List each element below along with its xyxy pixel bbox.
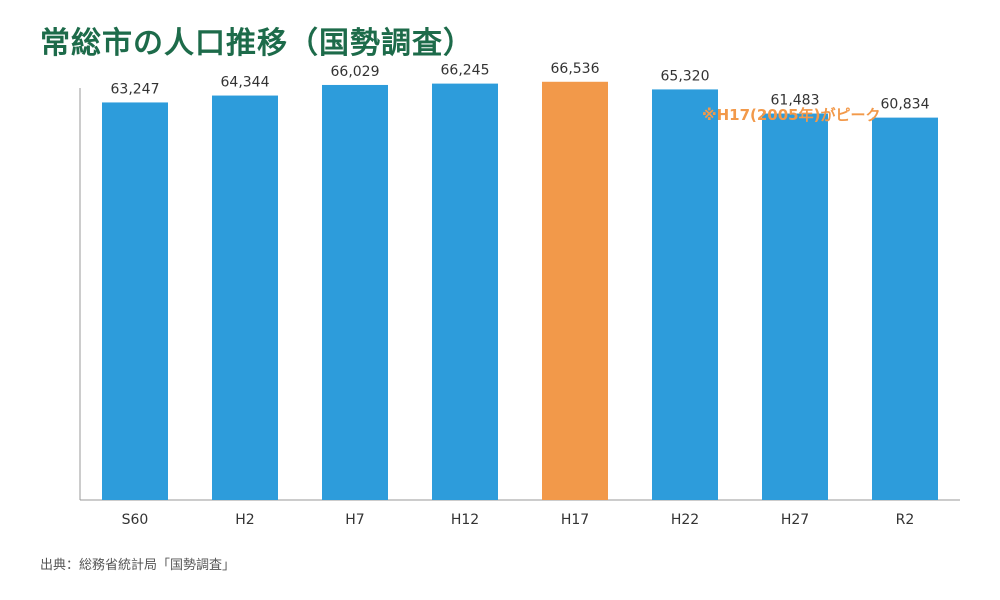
data-label-h2: 64,344 <box>221 75 270 91</box>
bar-s60 <box>102 102 168 501</box>
bar-h22 <box>652 89 718 500</box>
bar-r2 <box>872 117 938 500</box>
data-label-r2: 60,834 <box>881 97 930 113</box>
x-tick-label-h7: H7 <box>345 512 364 528</box>
bar-h27 <box>762 113 828 500</box>
bar-h2 <box>212 95 278 500</box>
data-label-h12: 66,245 <box>441 63 490 79</box>
bar-h17 <box>542 81 608 500</box>
page-title: 常総市の人口推移（国勢調査） <box>40 26 474 61</box>
x-tick-label-s60: S60 <box>122 512 149 528</box>
data-label-h17: 66,536 <box>551 61 600 77</box>
bar-h7 <box>322 84 388 500</box>
peak-annotation: ※H17(2005年)がピーク <box>702 106 880 124</box>
data-label-h22: 65,320 <box>661 68 710 84</box>
source-note: 出典：総務省統計局「国勢調査」 <box>40 558 236 573</box>
data-label-h27: 61,483 <box>771 93 820 109</box>
x-tick-label-h12: H12 <box>451 512 479 528</box>
x-tick-label-h22: H22 <box>671 512 699 528</box>
bar-h12 <box>432 83 498 501</box>
data-label-h7: 66,029 <box>331 64 380 80</box>
x-tick-label-h2: H2 <box>235 512 254 528</box>
data-label-s60: 63,247 <box>111 81 160 97</box>
x-tick-label-h27: H27 <box>781 512 809 528</box>
x-tick-label-h17: H17 <box>561 512 589 528</box>
x-tick-label-r2: R2 <box>896 512 915 528</box>
